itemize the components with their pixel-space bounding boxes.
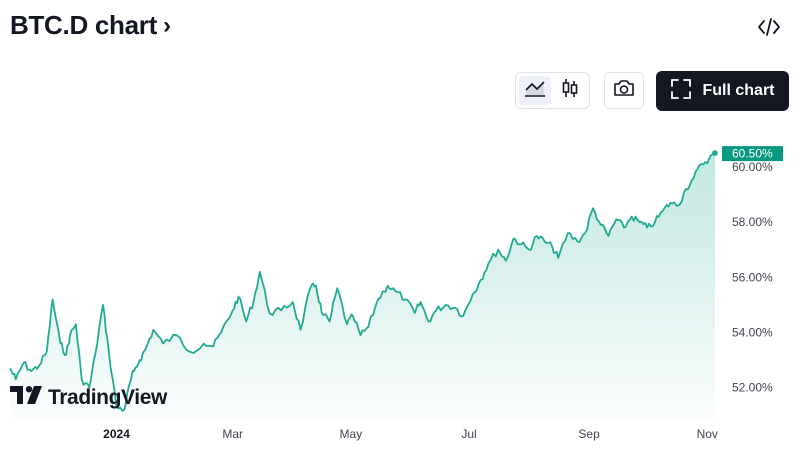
y-tick-label: 58.00% bbox=[732, 215, 773, 229]
last-value-badge bbox=[722, 146, 783, 162]
x-tick-label: May bbox=[340, 427, 363, 441]
y-tick-label: 60.00% bbox=[732, 160, 773, 174]
title-text: BTC.D chart bbox=[10, 10, 157, 40]
y-tick-label: 52.00% bbox=[732, 381, 773, 395]
chart-area-fill bbox=[10, 153, 715, 418]
full-chart-label: Full chart bbox=[702, 82, 775, 99]
chart-series-line bbox=[9, 152, 716, 412]
chart-type-toggle bbox=[515, 72, 590, 109]
data-point bbox=[712, 150, 718, 156]
x-tick-label: Sep bbox=[578, 427, 600, 441]
code-icon[interactable] bbox=[756, 15, 782, 39]
page-title[interactable]: BTC.D chart › bbox=[10, 10, 171, 41]
chevron-right-icon: › bbox=[162, 12, 171, 39]
tradingview-logo bbox=[10, 386, 44, 410]
x-tick-label: Nov bbox=[697, 427, 718, 441]
x-tick-label: Mar bbox=[222, 427, 243, 441]
full-chart-button[interactable]: Full chart bbox=[656, 71, 789, 111]
tradingview-watermark[interactable]: TradingView bbox=[10, 386, 167, 410]
y-tick-label: 54.00% bbox=[732, 325, 773, 339]
area-chart-button[interactable] bbox=[519, 76, 551, 105]
watermark-text: TradingView bbox=[48, 386, 167, 409]
y-tick-label: 56.00% bbox=[732, 270, 773, 284]
snapshot-button[interactable] bbox=[604, 72, 644, 109]
x-tick-label: Jul bbox=[461, 427, 476, 441]
candles-chart-button[interactable] bbox=[554, 76, 586, 105]
fullscreen-icon bbox=[670, 78, 692, 105]
camera-icon bbox=[612, 78, 636, 103]
x-tick-label: 2024 bbox=[103, 427, 130, 441]
area-chart-icon bbox=[523, 78, 547, 103]
candles-chart-icon bbox=[560, 77, 580, 104]
last-value-label: 60.50% bbox=[732, 147, 773, 161]
